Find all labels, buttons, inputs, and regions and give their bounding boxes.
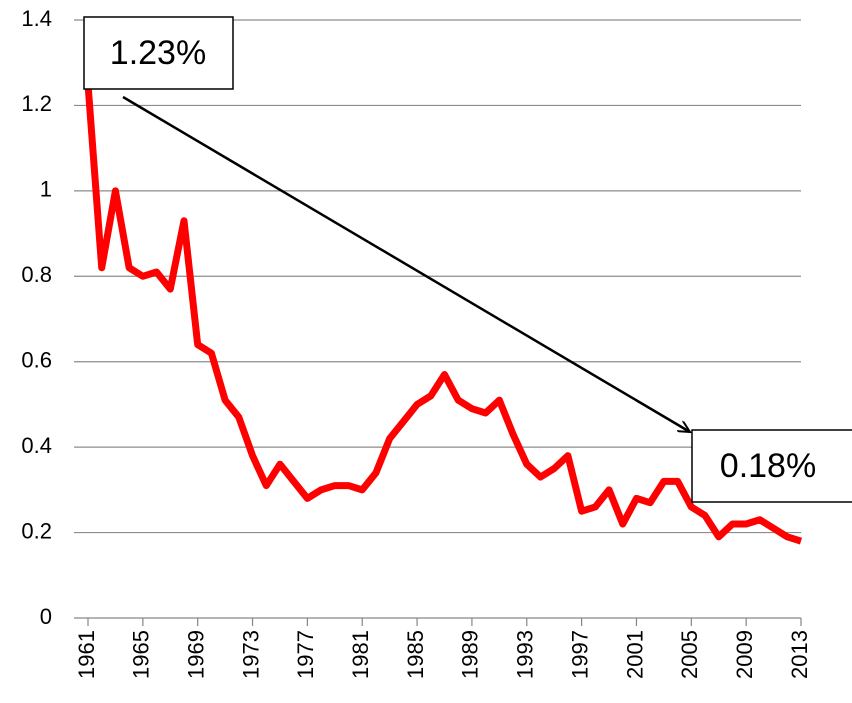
- y-tick-label: 1.4: [21, 6, 52, 31]
- x-tick-label: 1989: [458, 630, 483, 679]
- x-tick-label: 2013: [787, 630, 812, 679]
- data-line: [84, 83, 803, 545]
- x-tick-label: 1985: [403, 630, 428, 679]
- x-tick-label: 1969: [184, 630, 209, 679]
- x-tick-label: 1965: [129, 630, 154, 679]
- x-tick-label: 1993: [513, 630, 538, 679]
- y-tick-label: 1.2: [21, 91, 52, 116]
- x-tick-label: 1981: [348, 630, 373, 679]
- x-tick-label: 1973: [238, 630, 263, 679]
- x-tick-label: 1977: [293, 630, 318, 679]
- x-tick-label: 1997: [567, 630, 592, 679]
- y-tick-label: 0.8: [21, 262, 52, 287]
- annotation-box: [691, 429, 852, 503]
- annotation-box: [83, 16, 234, 90]
- plot: [84, 83, 803, 545]
- x-tick-label: 2005: [677, 630, 702, 679]
- trend-arrow: [122, 95, 690, 432]
- grid: 0 0.2 0.4 0.6 0.8 1 1.2 1.4 1961 1965 1969 1973 1977…: [21, 6, 811, 679]
- annotation: 1.23%: [110, 34, 206, 72]
- y-tick-label: 0.4: [21, 433, 52, 458]
- annotation: 0.18%: [720, 447, 816, 485]
- x-tick-label: 2001: [622, 630, 647, 679]
- y-tick-label: 0.2: [21, 518, 52, 543]
- y-tick-label: 0.6: [21, 348, 52, 373]
- y-tick-label: 1: [40, 177, 52, 202]
- y-tick-label: 0: [40, 604, 52, 629]
- x-tick-label: 2009: [732, 630, 757, 679]
- x-tick-label: 1961: [74, 630, 99, 679]
